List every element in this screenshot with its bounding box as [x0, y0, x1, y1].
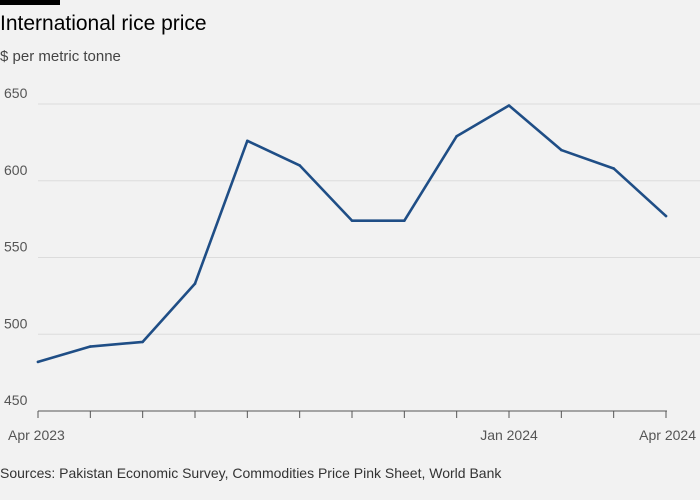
y-tick-label: 500: [4, 315, 28, 331]
chart-title: International rice price: [0, 12, 207, 35]
y-tick-label: 650: [4, 85, 28, 101]
data-point: [246, 139, 249, 143]
data-point: [193, 282, 197, 285]
data-point: [507, 104, 511, 107]
x-tick-label: Apr 2023: [8, 427, 65, 443]
brand-accent-bar: [0, 0, 60, 5]
y-tick-label: 600: [4, 162, 28, 178]
chart-subtitle: $ per metric tonne: [0, 48, 121, 65]
series-line: [36, 104, 668, 364]
data-point: [36, 360, 40, 364]
x-tick-label: Apr 2024: [639, 427, 696, 443]
data-point: [664, 214, 668, 218]
data-point: [403, 219, 406, 222]
data-point: [141, 340, 144, 344]
data-point: [455, 134, 458, 138]
data-point: [89, 345, 92, 348]
data-point: [298, 164, 301, 167]
data-point: [350, 219, 354, 222]
source-note: Sources: Pakistan Economic Survey, Commo…: [0, 465, 502, 481]
y-tick-label: 450: [4, 392, 28, 408]
x-tick-label: Jan 2024: [480, 427, 538, 443]
data-point: [560, 148, 563, 152]
y-tick-label: 550: [4, 239, 28, 255]
data-point: [612, 167, 615, 170]
